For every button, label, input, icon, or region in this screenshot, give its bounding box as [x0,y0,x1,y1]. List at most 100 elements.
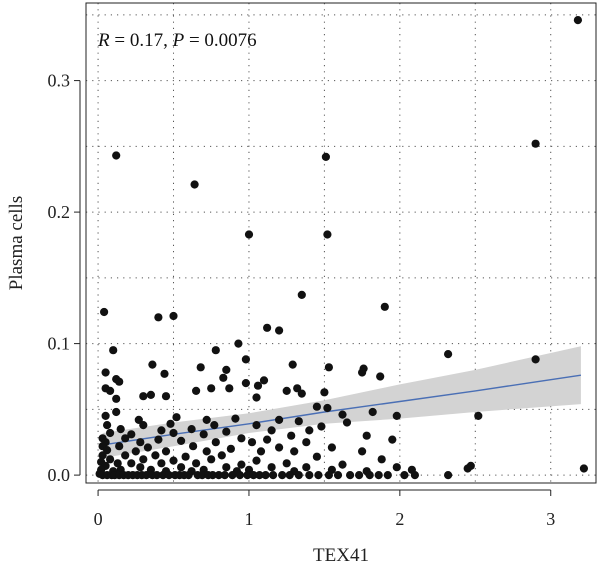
data-point [531,355,540,364]
data-point [169,311,178,321]
confidence-band [102,346,581,458]
data-point [388,435,397,444]
data-point [267,463,276,472]
data-point [225,384,234,393]
data-point [253,381,263,390]
data-point [158,471,168,480]
data-point [160,369,169,378]
data-point [192,386,201,395]
data-point [338,410,347,419]
data-points [95,16,589,480]
data-point [275,443,284,452]
data-point [172,413,181,422]
data-point [101,368,110,377]
data-point [211,438,220,447]
data-point [226,444,235,453]
data-point [294,471,303,480]
data-point [302,463,311,472]
data-point [358,447,367,456]
data-point [202,447,211,456]
x-tick-label: 2 [395,509,404,529]
data-point [374,471,383,480]
data-point [362,431,371,440]
data-point [177,463,186,472]
data-point [294,417,303,426]
data-point [342,418,352,427]
data-point [217,451,226,460]
data-point [377,455,386,464]
data-point [121,451,130,460]
data-point [169,428,178,438]
data-point [189,442,198,451]
data-point [237,460,246,469]
data-point [312,402,321,411]
data-point [139,392,148,401]
data-point [297,389,306,398]
data-point [355,471,364,480]
data-point [143,443,152,452]
data-point [103,421,112,430]
data-point [243,471,252,480]
data-point [327,443,336,452]
data-point [177,436,186,445]
data-point [323,230,332,239]
data-point [106,386,115,395]
data-point [139,455,148,464]
data-point [113,459,122,468]
data-point [252,456,261,465]
data-point [142,471,151,480]
data-point [166,419,175,428]
y-tick-label: 0.2 [48,202,71,222]
data-point [214,471,223,480]
data-point [241,379,250,388]
y-tick-label: 0.1 [48,334,71,354]
data-point [579,464,589,473]
data-point [198,471,207,480]
data-point [346,471,355,480]
data-point [116,425,125,434]
y-axis: 0.0 0.1 0.2 0.3 [48,71,81,485]
x-axis: 0 1 2 3 [94,489,555,529]
data-point [368,407,377,417]
correlation-annotation: R = 0.17, P = 0.0076 [97,30,257,51]
data-point [444,350,453,359]
data-point [392,411,401,420]
data-point [161,447,171,456]
data-point [136,438,145,447]
data-point [324,363,333,372]
data-point [252,421,261,430]
data-point [293,384,302,393]
data-point [231,414,240,423]
data-point [317,422,326,431]
x-tick-label: 0 [94,509,103,529]
data-point [208,471,217,480]
data-point [202,415,211,424]
y-axis-title: Plasma cells [6,196,27,290]
data-point [305,426,314,435]
data-point [288,360,297,369]
data-point [235,471,244,480]
data-point [131,447,140,456]
data-point [109,346,118,355]
data-point [211,346,220,355]
data-point [249,471,258,480]
data-point [161,392,171,401]
data-point [323,403,332,413]
data-point [187,425,196,434]
data-point [256,447,266,456]
data-point [146,390,155,399]
data-point [157,459,166,468]
x-tick-label: 1 [244,509,253,529]
data-point [275,326,284,335]
x-tick-label: 3 [546,509,555,529]
data-point [324,471,333,480]
data-point [152,471,161,480]
data-point [184,471,193,480]
data-point [164,471,174,480]
data-point [169,456,178,465]
data-point [287,431,296,440]
data-point [222,365,231,374]
data-point [321,152,330,161]
data-point [275,415,284,424]
